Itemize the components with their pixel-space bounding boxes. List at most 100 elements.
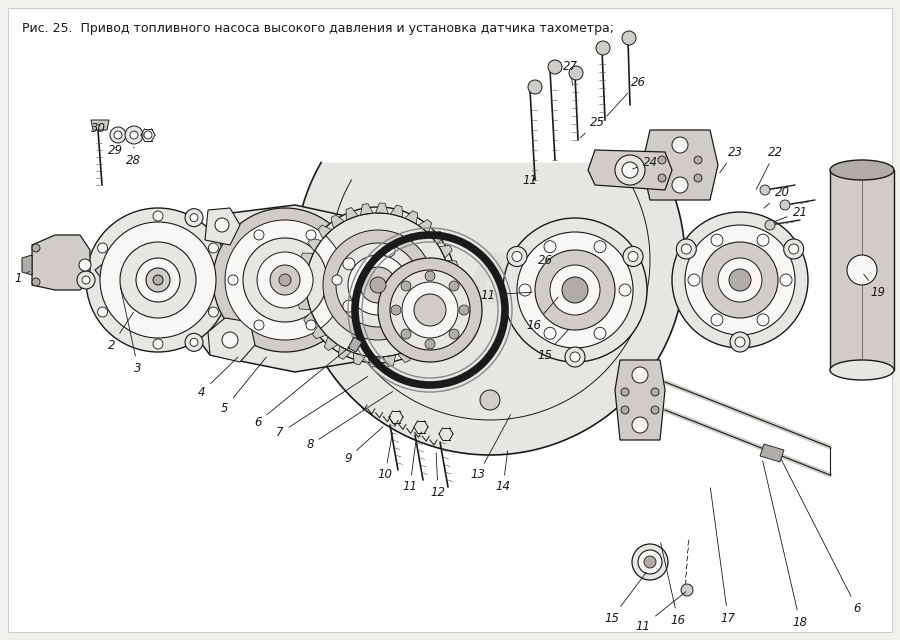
Bar xyxy=(830,170,894,370)
Circle shape xyxy=(535,250,615,330)
Circle shape xyxy=(79,259,91,271)
Circle shape xyxy=(622,31,636,45)
Circle shape xyxy=(32,278,40,286)
Circle shape xyxy=(378,258,482,362)
Circle shape xyxy=(562,277,588,303)
Circle shape xyxy=(110,127,126,143)
Circle shape xyxy=(621,406,629,414)
Circle shape xyxy=(730,332,750,352)
Circle shape xyxy=(622,162,638,178)
Polygon shape xyxy=(195,205,375,372)
Circle shape xyxy=(519,284,531,296)
Polygon shape xyxy=(391,205,402,218)
Circle shape xyxy=(125,126,143,144)
Polygon shape xyxy=(760,444,784,462)
Circle shape xyxy=(718,258,762,302)
Polygon shape xyxy=(354,353,365,365)
Circle shape xyxy=(300,207,456,363)
Text: 6: 6 xyxy=(255,347,350,429)
Circle shape xyxy=(503,218,647,362)
Text: 8: 8 xyxy=(306,392,392,451)
Circle shape xyxy=(213,208,357,352)
Circle shape xyxy=(383,244,395,257)
Polygon shape xyxy=(331,215,345,228)
Polygon shape xyxy=(615,360,665,440)
Polygon shape xyxy=(346,207,358,220)
Circle shape xyxy=(548,60,562,74)
Text: 15: 15 xyxy=(537,330,568,362)
Circle shape xyxy=(390,270,470,350)
Circle shape xyxy=(847,255,877,285)
Text: 1: 1 xyxy=(14,271,30,285)
Text: 7: 7 xyxy=(276,376,368,440)
Polygon shape xyxy=(32,235,90,290)
Circle shape xyxy=(672,177,688,193)
Circle shape xyxy=(702,242,778,318)
Text: 13: 13 xyxy=(471,415,510,481)
Circle shape xyxy=(632,417,648,433)
Circle shape xyxy=(414,294,446,326)
Circle shape xyxy=(565,347,585,367)
Polygon shape xyxy=(405,211,418,224)
Circle shape xyxy=(153,275,163,285)
Circle shape xyxy=(644,556,656,568)
Polygon shape xyxy=(368,356,381,367)
Polygon shape xyxy=(424,331,438,345)
Circle shape xyxy=(228,275,238,285)
Circle shape xyxy=(153,339,163,349)
Text: 16: 16 xyxy=(526,297,558,332)
Polygon shape xyxy=(435,319,448,332)
Circle shape xyxy=(254,230,264,240)
Text: 10: 10 xyxy=(377,433,392,481)
Text: 22: 22 xyxy=(756,145,782,189)
Text: 11: 11 xyxy=(523,173,537,186)
Text: 5: 5 xyxy=(221,357,266,415)
Polygon shape xyxy=(95,258,165,300)
Circle shape xyxy=(688,274,700,286)
Circle shape xyxy=(120,242,196,318)
Ellipse shape xyxy=(830,160,894,180)
Circle shape xyxy=(570,352,580,362)
Circle shape xyxy=(243,238,327,322)
Circle shape xyxy=(672,137,688,153)
Circle shape xyxy=(544,241,556,253)
Polygon shape xyxy=(348,337,362,352)
Circle shape xyxy=(729,269,751,291)
Text: 29: 29 xyxy=(107,143,122,157)
Circle shape xyxy=(550,265,600,315)
Circle shape xyxy=(209,307,219,317)
Text: 25: 25 xyxy=(580,115,605,138)
Circle shape xyxy=(425,271,435,281)
Circle shape xyxy=(279,274,291,286)
Polygon shape xyxy=(411,342,425,355)
Circle shape xyxy=(757,234,769,246)
Circle shape xyxy=(628,252,638,262)
Text: 20: 20 xyxy=(764,186,789,208)
Circle shape xyxy=(694,156,702,164)
Polygon shape xyxy=(312,325,327,339)
Circle shape xyxy=(222,332,238,348)
Circle shape xyxy=(209,243,219,253)
Circle shape xyxy=(569,66,583,80)
Text: Рис. 25.  Привод топливного насоса высокого давления и установка датчика тахомет: Рис. 25. Привод топливного насоса высоко… xyxy=(22,22,614,35)
Polygon shape xyxy=(429,231,444,245)
Polygon shape xyxy=(382,355,395,366)
Text: 23: 23 xyxy=(720,145,742,173)
Circle shape xyxy=(225,220,345,340)
Circle shape xyxy=(632,367,648,383)
Polygon shape xyxy=(22,255,32,275)
Ellipse shape xyxy=(830,360,894,380)
Circle shape xyxy=(685,225,795,335)
Circle shape xyxy=(528,80,542,94)
Circle shape xyxy=(360,267,396,303)
Circle shape xyxy=(621,388,629,396)
Circle shape xyxy=(681,584,693,596)
Circle shape xyxy=(480,390,500,410)
Text: БЗКАЛ: БЗКАЛ xyxy=(262,248,598,332)
Circle shape xyxy=(632,544,668,580)
Circle shape xyxy=(615,155,645,185)
Text: 27: 27 xyxy=(562,60,578,85)
Circle shape xyxy=(594,241,606,253)
Circle shape xyxy=(651,388,659,396)
Circle shape xyxy=(146,268,170,292)
